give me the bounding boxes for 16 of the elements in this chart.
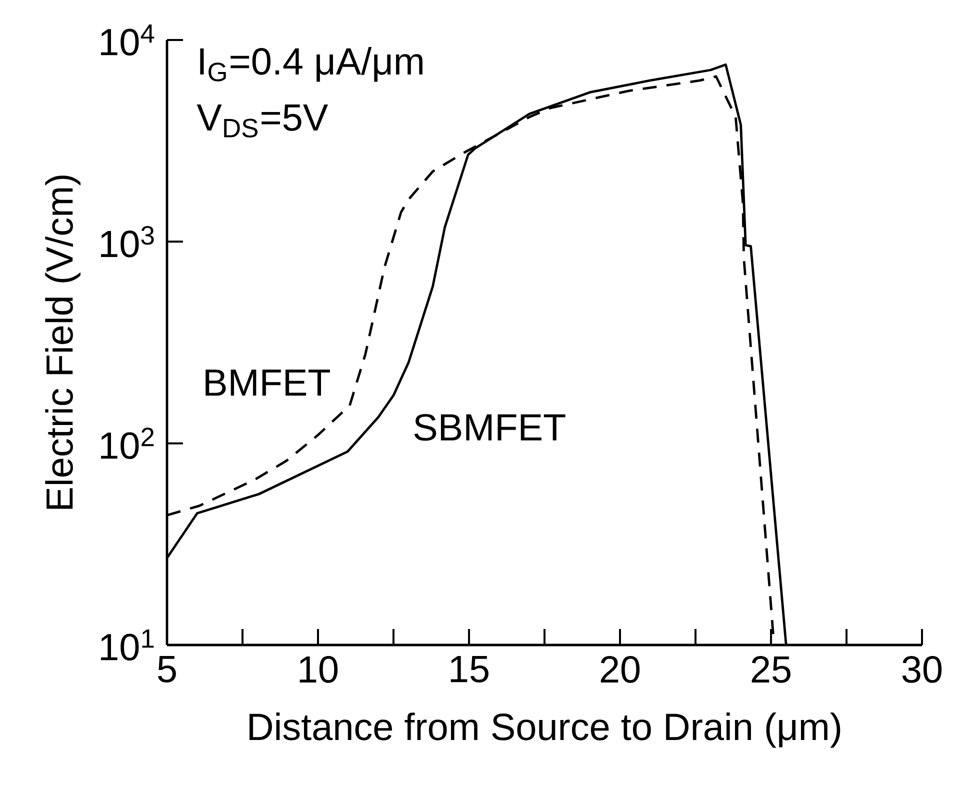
y-tick-label: 10$^{1}$ <box>100 629 154 661</box>
y-tick-label: 10$^{2}$ <box>100 428 154 460</box>
y-tick-label: 10$^{3}$ <box>100 226 154 258</box>
x-tick-label: 10 <box>300 656 338 683</box>
y-tick-label: 10$^{4}$ <box>100 24 154 56</box>
y-axis-title: Electric Field (V/cm) <box>45 176 80 509</box>
x-axis-title: Distance from Source to Drain (μm) <box>250 712 840 748</box>
series-label: BMFET <box>206 370 330 396</box>
x-tick-label: 15 <box>450 656 488 682</box>
annotation: I$_{G}$=0.4 μA/μm <box>200 47 422 82</box>
x-tick-label: 5 <box>158 656 176 682</box>
x-tick-label: 20 <box>600 656 640 683</box>
x-tick-label: 25 <box>752 656 790 683</box>
series-label: SBMFET <box>414 414 566 441</box>
annotation: V$_{DS}$=5V <box>196 104 328 138</box>
x-tick-label: 30 <box>902 656 942 683</box>
